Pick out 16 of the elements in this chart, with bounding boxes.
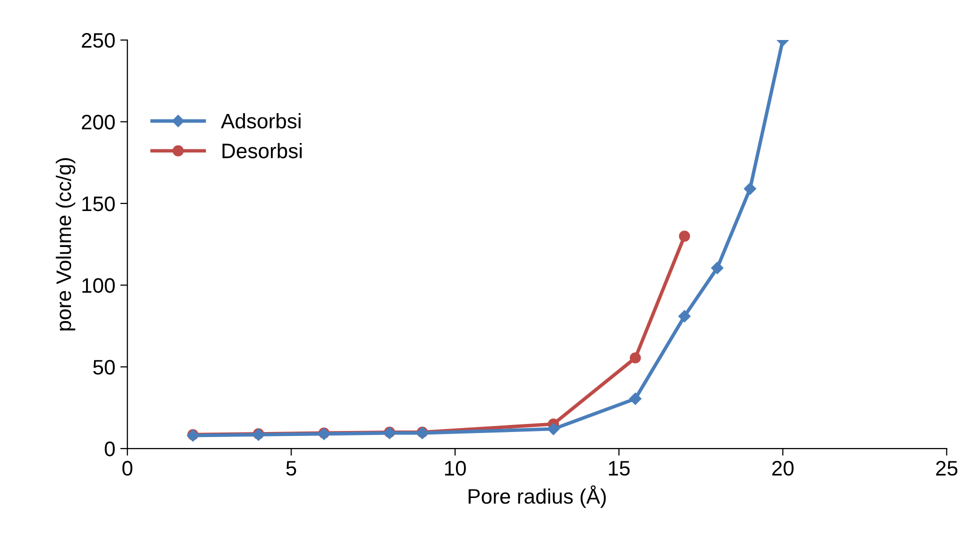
y-axis-title: pore Volume (cc/g) [56,158,76,330]
y-tick-label: 200 [82,114,115,130]
legend-label: Adsorbsi [220,113,300,128]
y-tick-label: 50 [93,360,115,375]
x-axis-title: Pore radius (Å) [468,485,606,508]
y-tick-label: 0 [104,442,115,456]
y-tick-label: 150 [82,196,115,212]
x-tick-label: 20 [772,460,794,476]
x-tick-label: 5 [286,461,296,476]
y-tick-label: 250 [82,33,115,48]
legend-label: Desorbsi [222,143,302,158]
x-tick-label: 15 [608,461,630,476]
x-tick-label: 25 [936,460,958,476]
x-tick-label: 0 [122,460,132,476]
x-tick-label: 10 [445,460,466,476]
y-tick-label: 100 [82,278,115,293]
